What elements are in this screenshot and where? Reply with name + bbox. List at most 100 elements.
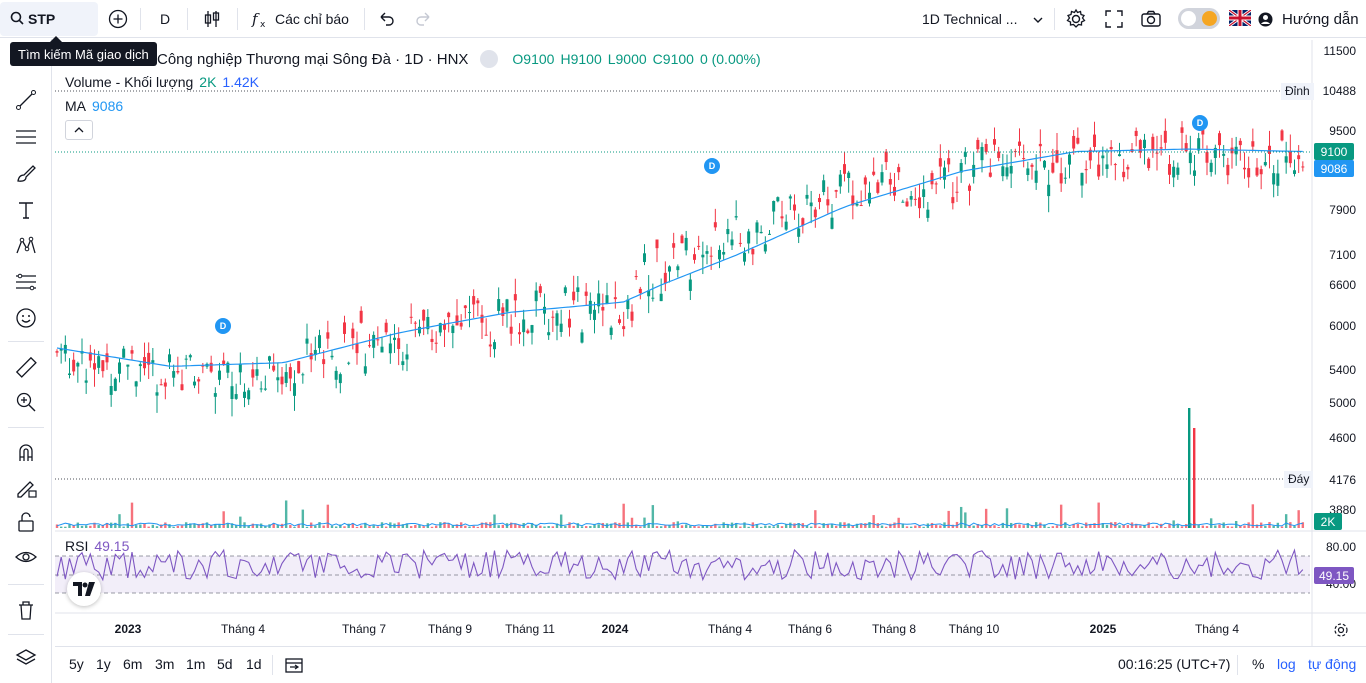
volume-legend[interactable]: Volume - Khối lượng 2K 1.42K [65, 74, 259, 90]
pattern-icon[interactable] [13, 233, 39, 259]
text-tool-icon[interactable] [13, 197, 39, 223]
volume-bar [501, 524, 505, 528]
volume-bar [834, 525, 838, 528]
volume-bar [1001, 522, 1005, 528]
range-5d[interactable]: 5d [217, 656, 233, 672]
auto-scale-toggle[interactable]: tự động [1308, 656, 1357, 672]
candle-body [1147, 158, 1151, 169]
volume-bar [755, 524, 759, 528]
axis-settings-icon[interactable] [1333, 622, 1349, 643]
volume-bar [1284, 514, 1288, 528]
range-5y[interactable]: 5y [69, 656, 84, 672]
range-1y[interactable]: 1y [96, 656, 111, 672]
candle-body [843, 164, 846, 174]
volume-bar [1155, 525, 1159, 528]
volume-bar [414, 524, 417, 528]
candle-body [951, 197, 955, 204]
compare-add-icon[interactable] [108, 9, 128, 34]
lock-drawing-icon[interactable] [13, 474, 39, 500]
volume-bar [1026, 523, 1030, 528]
clock[interactable]: 00:16:25 (UTC+7) [1118, 656, 1231, 672]
dividend-marker[interactable]: D [704, 158, 720, 174]
redo-icon[interactable] [415, 10, 433, 33]
trend-line-icon[interactable] [13, 87, 39, 113]
volume-bar [789, 522, 792, 528]
candle-body [993, 139, 996, 145]
volume-bar [239, 516, 242, 528]
volume-bar [1226, 526, 1230, 528]
indicators-button[interactable]: Các chỉ báo [275, 11, 349, 27]
brush-icon[interactable] [13, 161, 39, 187]
volume-bar [205, 522, 209, 528]
instrument-title[interactable]: Công nghiệp Thương mại Sông Đà · 1D · HN… [157, 50, 469, 68]
range-6m[interactable]: 6m [123, 656, 143, 672]
date-range-icon[interactable] [284, 655, 304, 678]
emoji-icon[interactable] [13, 305, 39, 331]
volume-bar [589, 526, 592, 528]
magnet-icon[interactable] [13, 439, 39, 465]
volume-bar [797, 523, 800, 528]
fib-retracement-icon[interactable] [13, 269, 39, 295]
range-1d[interactable]: 1d [246, 656, 262, 672]
volume-series [55, 408, 1305, 528]
volume-bar [709, 526, 713, 528]
candle-body [1155, 152, 1159, 154]
horizontal-lines-icon[interactable] [13, 124, 39, 150]
collapse-legend-button[interactable] [65, 120, 93, 140]
undo-icon[interactable] [377, 10, 395, 33]
eye-icon[interactable] [13, 544, 39, 570]
volume-bar [905, 526, 909, 528]
candle-body [559, 323, 563, 332]
user-icon[interactable] [1258, 12, 1273, 32]
volume-bar [68, 524, 71, 528]
trash-icon[interactable] [13, 597, 39, 623]
volume-bar [93, 522, 96, 528]
layers-icon[interactable] [13, 645, 39, 671]
percent-toggle[interactable]: % [1252, 656, 1265, 672]
price-chart[interactable] [55, 40, 1366, 646]
lock-icon[interactable] [13, 509, 39, 535]
range-3m[interactable]: 3m [155, 656, 175, 672]
candle-body [1247, 168, 1251, 178]
volume-bar [418, 524, 421, 528]
tradingview-logo[interactable] [67, 572, 101, 606]
candle-body [1205, 152, 1209, 163]
symbol-search-button[interactable]: STP [0, 2, 98, 36]
rsi-legend[interactable]: RSI 49.15 [65, 538, 129, 554]
candle-body [763, 244, 767, 252]
candle-body [955, 191, 959, 193]
dividend-marker[interactable]: D [215, 318, 231, 334]
price-tick: 7900 [1329, 203, 1356, 217]
layout-name-button[interactable]: 1D Technical ... [922, 11, 1018, 27]
volume-bar [130, 502, 134, 528]
candle-body [943, 167, 946, 180]
candle-body [1276, 173, 1280, 186]
volume-bar [176, 525, 180, 528]
chevron-down-icon[interactable] [1032, 13, 1044, 31]
interval-button[interactable]: D [160, 11, 171, 27]
theme-toggle[interactable] [1178, 8, 1220, 29]
camera-icon[interactable] [1140, 9, 1162, 34]
ruler-icon[interactable] [13, 354, 39, 380]
volume-bar [126, 523, 130, 528]
range-1m[interactable]: 1m [186, 656, 206, 672]
uk-flag-icon[interactable] [1228, 8, 1252, 28]
ma-legend[interactable]: MA 9086 [65, 98, 123, 114]
dividend-marker[interactable]: D [1192, 115, 1208, 131]
fullscreen-icon[interactable] [1104, 9, 1124, 34]
candle-body [588, 300, 592, 314]
volume-bar [1118, 525, 1121, 528]
guide-button[interactable]: Hướng dẫn [1282, 10, 1359, 28]
candle-body [972, 164, 976, 177]
volume-bar [734, 523, 738, 528]
candle-body [601, 306, 605, 311]
candle-body [488, 344, 492, 347]
zoom-in-icon[interactable] [13, 389, 39, 415]
candle-style-icon[interactable] [202, 9, 222, 34]
volume-bar [830, 524, 834, 528]
log-toggle[interactable]: log [1277, 656, 1296, 672]
gear-icon[interactable] [1065, 8, 1087, 35]
candle-body [430, 338, 434, 342]
volume-bar [1268, 522, 1271, 528]
